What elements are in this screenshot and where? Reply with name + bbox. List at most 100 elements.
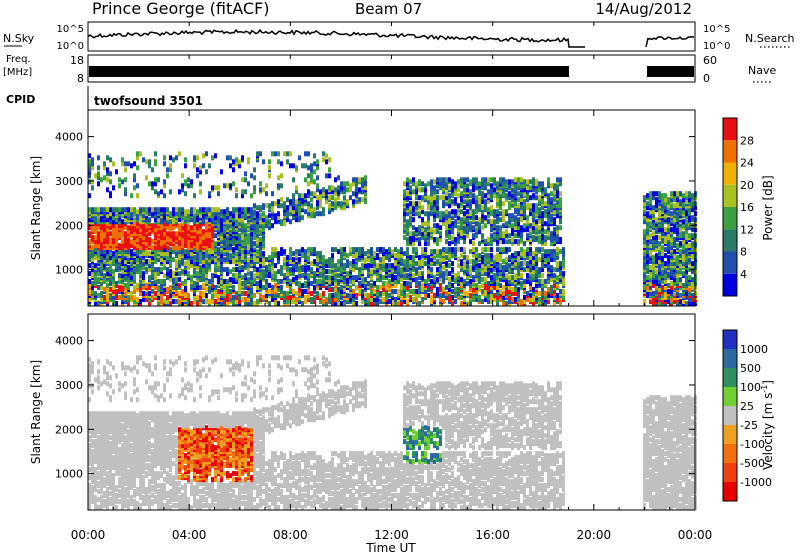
power-cell <box>235 291 238 296</box>
power-cell <box>454 287 457 292</box>
power-cell <box>361 277 364 283</box>
power-cell <box>529 227 532 233</box>
power-cell <box>499 205 502 211</box>
power-cell <box>232 207 235 213</box>
power-cell <box>298 257 301 263</box>
power-cell <box>412 207 415 213</box>
power-cell <box>169 211 172 217</box>
power-cell <box>547 217 550 223</box>
power-cell <box>343 181 346 187</box>
cpid-label: CPID <box>6 93 35 106</box>
power-cell <box>217 275 220 281</box>
power-cell <box>202 291 205 296</box>
power-cell <box>238 207 241 213</box>
power-cell <box>391 249 394 255</box>
power-cell <box>235 273 238 279</box>
power-cell <box>358 251 361 257</box>
power-cell <box>436 249 439 255</box>
power-cell <box>439 211 442 217</box>
power-cell <box>511 223 514 229</box>
power-cell <box>217 225 220 231</box>
power-cell <box>340 247 343 253</box>
power-cell <box>322 291 325 296</box>
power-cell <box>532 269 535 275</box>
power-cell <box>547 181 550 187</box>
power-cell <box>508 233 511 239</box>
power-cell <box>412 231 415 237</box>
power-cell <box>109 179 112 185</box>
power-cell <box>538 235 541 241</box>
power-cell <box>319 273 322 279</box>
power-cell <box>415 289 418 294</box>
power-cell <box>433 275 436 281</box>
power-cell <box>301 289 304 294</box>
power-cell <box>466 177 469 183</box>
beam-title: Beam 07 <box>355 0 422 18</box>
power-cell <box>88 239 91 245</box>
power-cell <box>244 291 247 296</box>
power-cell <box>553 231 556 237</box>
power-cell <box>427 277 430 283</box>
power-cell <box>244 223 247 229</box>
power-cell <box>334 293 337 298</box>
power-cell <box>316 291 319 296</box>
power-cell <box>295 203 298 209</box>
power-cell <box>253 185 256 191</box>
power-cell <box>190 183 193 189</box>
power-cell <box>208 211 211 217</box>
power-cell <box>94 301 97 306</box>
power-cell <box>493 193 496 199</box>
power-cell <box>193 299 196 304</box>
power-cell <box>217 265 220 271</box>
power-cell <box>529 223 532 229</box>
power-cell <box>175 299 178 304</box>
power-cell <box>451 187 454 193</box>
power-cell <box>166 299 169 304</box>
power-cell <box>130 193 133 199</box>
power-cell <box>214 241 217 247</box>
power-cell <box>475 253 478 259</box>
power-cell <box>244 207 247 213</box>
power-cell <box>349 195 352 201</box>
power-cell <box>331 275 334 281</box>
power-cell <box>514 201 517 207</box>
power-cell <box>502 291 505 296</box>
power-cell <box>463 225 466 231</box>
power-cell <box>430 279 433 284</box>
power-cell <box>265 257 268 263</box>
power-cell <box>421 227 424 233</box>
power-cell <box>130 249 133 255</box>
power-cell <box>88 173 91 179</box>
power-cell <box>514 251 517 257</box>
power-cell <box>277 279 280 284</box>
power-cell <box>535 219 538 225</box>
power-cell <box>538 247 541 253</box>
power-cell <box>271 223 274 229</box>
power-cell <box>184 209 187 215</box>
power-cell <box>493 261 496 267</box>
power-cell <box>238 289 241 294</box>
power-cell <box>289 271 292 277</box>
power-cell <box>172 279 175 284</box>
power-cell <box>313 295 316 300</box>
power-cell <box>412 273 415 279</box>
power-cell <box>268 225 271 231</box>
power-cell <box>184 269 187 275</box>
power-cell <box>457 215 460 221</box>
power-cell <box>169 155 172 161</box>
power-cell <box>232 259 235 265</box>
power-cell <box>481 181 484 187</box>
power-cell <box>205 245 208 251</box>
power-cell <box>103 277 106 283</box>
power-cell <box>418 271 421 277</box>
power-cell <box>229 155 232 161</box>
power-cell <box>487 177 490 183</box>
power-cell <box>250 301 253 306</box>
power-cell <box>229 183 232 189</box>
power-cell <box>229 277 232 283</box>
power-cell <box>394 247 397 253</box>
power-cell <box>541 247 544 253</box>
power-cell <box>553 273 556 279</box>
power-cell <box>283 279 286 284</box>
power-cell <box>358 247 361 253</box>
